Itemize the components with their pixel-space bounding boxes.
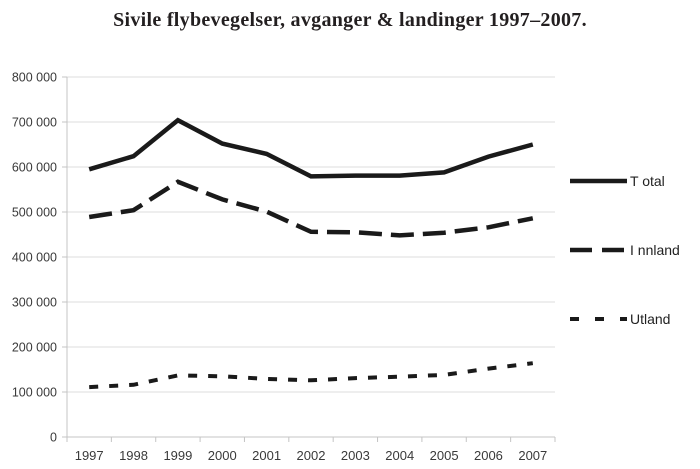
x-axis-label: 2000 bbox=[208, 448, 237, 463]
x-axis-label: 1997 bbox=[75, 448, 104, 463]
x-axis-label: 2003 bbox=[341, 448, 370, 463]
y-axis-label: 400 000 bbox=[12, 251, 57, 265]
y-axis-label: 500 000 bbox=[12, 206, 57, 220]
y-axis-label: 800 000 bbox=[12, 71, 57, 85]
legend-label-total: T otal bbox=[630, 173, 665, 189]
y-axis-label: 700 000 bbox=[12, 116, 57, 130]
x-axis-label: 2004 bbox=[385, 448, 414, 463]
x-axis-label: 2006 bbox=[474, 448, 503, 463]
x-axis-label: 2001 bbox=[252, 448, 281, 463]
series-line-innland bbox=[88, 179, 534, 238]
legend-label-innland: I nnland bbox=[630, 242, 680, 258]
legend-label-utland: Utland bbox=[630, 311, 670, 327]
y-axis-label: 200 000 bbox=[12, 341, 57, 355]
x-axis-label: 1999 bbox=[163, 448, 192, 463]
y-axis-label: 600 000 bbox=[12, 161, 57, 175]
x-axis-label: 2007 bbox=[518, 448, 547, 463]
chart-title: Sivile flybevegelser, avganger & landing… bbox=[113, 9, 587, 31]
series-line-total bbox=[88, 117, 534, 179]
y-axis-label: 100 000 bbox=[12, 386, 57, 400]
x-axis-label: 2002 bbox=[297, 448, 326, 463]
x-axis-label: 1998 bbox=[119, 448, 148, 463]
y-axis-label: 0 bbox=[50, 431, 57, 445]
series-line-utland bbox=[89, 361, 534, 390]
y-axis-label: 300 000 bbox=[12, 296, 57, 310]
x-axis-label: 2005 bbox=[430, 448, 459, 463]
